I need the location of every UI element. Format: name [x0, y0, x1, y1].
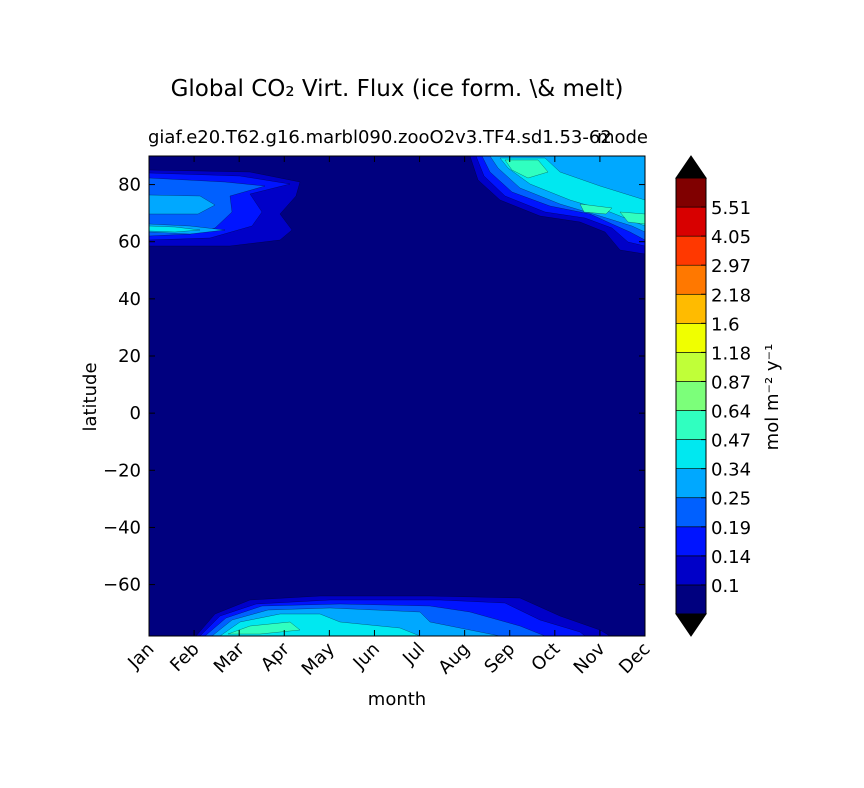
colorbar-tick-label: 0.87 [711, 372, 751, 393]
colorbar-swatch [675, 468, 707, 499]
colorbar-tick-label: 0.14 [711, 547, 751, 568]
colorbar-tick-label: 5.51 [711, 198, 751, 219]
x-tick-label: Sep [480, 639, 519, 678]
x-tick-label: May [298, 638, 339, 679]
colorbar-tick-label: 0.19 [711, 518, 751, 539]
colorbar-swatch [675, 410, 707, 440]
x-tick-label: Jul [398, 639, 429, 670]
y-tick-label: −40 [103, 517, 141, 538]
field-layer [149, 156, 645, 636]
colorbar-swatch [675, 293, 707, 324]
colorbar-tick-label: 0.47 [711, 431, 751, 452]
region-arctic-aug-dec [469, 156, 645, 255]
colorbar-label: mol m⁻² y⁻¹ [762, 344, 783, 451]
colorbar-extend-min [675, 613, 707, 637]
colorbar-swatch [675, 526, 707, 557]
colorbar-tick-label: 0.25 [711, 489, 751, 510]
x-tick-label: Dec [615, 639, 654, 678]
colorbar-swatch [675, 497, 707, 528]
colorbar-swatch [675, 264, 707, 295]
colorbar-swatch [675, 555, 707, 586]
colorbar-tick-label: 1.6 [711, 314, 740, 335]
region-antarctic-feb-nov [195, 595, 611, 636]
colorbar-swatch [675, 584, 707, 615]
y-tick-label: 0 [130, 403, 141, 424]
contour-level-5 [149, 225, 201, 233]
x-tick-label: Jun [349, 639, 384, 674]
x-axis-label: month [368, 689, 426, 710]
chart-subtitle-run: giaf.e20.T62.g16.marbl090.zooO2v3.TF4.sd… [148, 127, 612, 148]
y-tick-label: 60 [118, 232, 141, 253]
colorbar-tick-label: 0.1 [711, 576, 740, 597]
x-tick-label: Nov [570, 638, 610, 678]
x-tick-label: Feb [166, 639, 203, 676]
colorbar-swatch [675, 177, 707, 208]
chart-title: Global CO₂ Virt. Flux (ice form. \& melt… [170, 76, 624, 102]
contour-level-6 [504, 159, 549, 179]
y-tick-label: 80 [118, 175, 141, 196]
y-axis-label: latitude [80, 362, 101, 431]
colorbar-tick-label: 1.18 [711, 343, 751, 364]
contour-level-4 [149, 194, 216, 215]
contour-level-6 [227, 621, 301, 635]
colorbar-tick-label: 2.18 [711, 285, 751, 306]
colorbar-extend-max [675, 155, 707, 179]
x-tick-label: Apr [257, 638, 294, 675]
contour-level-6 [579, 203, 613, 215]
colorbar-tick-label: 0.34 [711, 460, 751, 481]
x-tick-label: Jan [123, 639, 158, 674]
x-tick-label: Oct [527, 639, 564, 676]
y-tick-label: −60 [103, 575, 141, 596]
x-tick-label: Aug [434, 639, 474, 679]
x-tick-label: Mar [210, 638, 249, 677]
colorbar-swatch [675, 323, 707, 353]
colorbar-tick-label: 4.05 [711, 227, 751, 248]
chart-subtitle-mode: mode [596, 127, 648, 148]
contour-level-6 [619, 211, 645, 225]
colorbar-frame [675, 177, 707, 615]
colorbar: 0.1 0.14 0.19 0.25 0.34 0.47 0.64 0.87 1.18 1.6 2.… [675, 155, 751, 637]
colorbar-tick-label: 0.64 [711, 402, 751, 423]
y-tick-label: 40 [118, 289, 141, 310]
region-arctic-jan-apr [149, 169, 301, 247]
colorbar-swatch [675, 381, 707, 411]
colorbar-tick-label: 2.97 [711, 256, 751, 277]
colorbar-swatch [675, 235, 707, 266]
colorbar-swatch [675, 439, 707, 469]
plot-frame [148, 155, 646, 637]
y-tick-label: 20 [118, 346, 141, 367]
y-axis: −60 −40 −20 0 20 40 60 80 [103, 175, 645, 596]
y-tick-label: −20 [103, 460, 141, 481]
colorbar-swatch [675, 352, 707, 382]
colorbar-swatch [675, 206, 707, 237]
